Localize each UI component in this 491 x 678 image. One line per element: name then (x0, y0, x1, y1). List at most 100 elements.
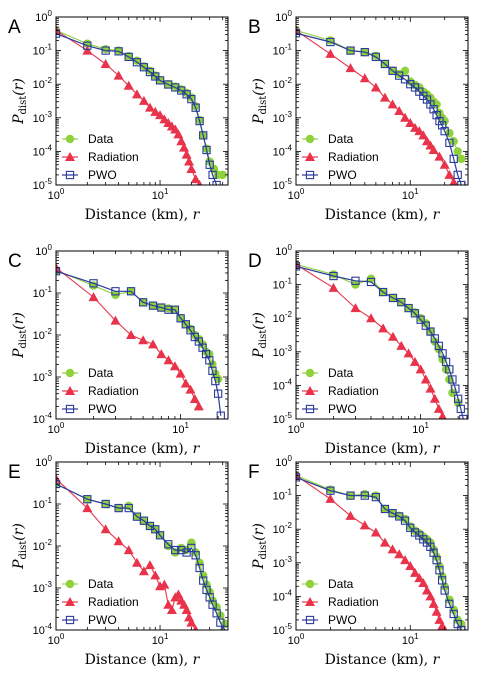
data-point (329, 271, 338, 281)
data-point (101, 46, 110, 55)
legend-label: Radiation (328, 384, 379, 398)
legend-label: Data (328, 577, 354, 591)
y-tick-label: 10-2 (273, 521, 293, 536)
x-tick-label: 100 (48, 421, 65, 436)
legend-label: Radiation (88, 595, 139, 609)
legend-marker (305, 152, 315, 161)
y-tick-label: 10-1 (33, 496, 53, 511)
data-point (123, 545, 134, 555)
x-axis-label: Distance (km), r (85, 207, 201, 223)
y-axis-label: Pdist(r) (251, 523, 269, 570)
series-pwo (296, 29, 466, 185)
data-point (400, 112, 411, 122)
data-point (345, 510, 356, 520)
data-point (445, 365, 454, 374)
data-point (205, 356, 214, 365)
data-point (351, 276, 360, 285)
y-tick-label: 10-1 (33, 285, 53, 300)
data-point (405, 561, 416, 571)
data-point (205, 160, 214, 169)
data-point (400, 75, 410, 84)
data-point (438, 411, 447, 419)
x-tick-label: 101 (402, 632, 419, 647)
data-point (406, 523, 415, 532)
data-point (403, 348, 414, 358)
panel-label: A (8, 17, 21, 38)
data-point (433, 403, 444, 413)
legend-label: PWO (88, 168, 117, 182)
data-point (388, 66, 397, 75)
data-point (126, 330, 137, 339)
plot-frame (295, 461, 469, 631)
data-point (394, 549, 405, 559)
series-radiation (56, 25, 203, 185)
data-point (449, 177, 458, 185)
y-tick-label: 10-3 (33, 369, 53, 384)
data-point (164, 540, 173, 549)
panel-label: F (248, 462, 260, 483)
data-point (428, 145, 439, 155)
legend-marker (65, 134, 75, 144)
series-data (56, 26, 227, 180)
data-point (216, 411, 225, 419)
y-axis-label: Pdist(r) (251, 312, 269, 359)
data-point (410, 528, 420, 537)
legend-marker (65, 597, 75, 606)
data-point (169, 361, 180, 371)
data-point (439, 159, 450, 169)
data-point (177, 545, 186, 555)
y-tick-label: 10-5 (273, 177, 293, 192)
data-point (421, 321, 430, 330)
data-point (418, 130, 429, 140)
legend-label: PWO (88, 613, 117, 627)
y-tick-label: 10-3 (273, 344, 293, 359)
data-point (196, 180, 203, 185)
data-point (360, 491, 369, 500)
legend-marker (65, 152, 75, 161)
data-point (397, 298, 406, 307)
data-point (296, 29, 301, 38)
x-axis-label: Distance (km), r (85, 441, 201, 457)
y-tick-label: 100 (275, 9, 292, 24)
data-point (193, 401, 204, 411)
data-point (448, 375, 457, 384)
data-point (440, 127, 449, 136)
x-axis-label: Distance (km), r (325, 652, 441, 668)
series-pwo (56, 479, 228, 630)
y-tick-label: 10-4 (273, 143, 293, 158)
y-tick-label: 10-5 (33, 177, 53, 192)
plot-frame (55, 16, 229, 186)
legend-marker (305, 615, 315, 625)
x-tick-label: 101 (172, 421, 189, 436)
data-point (148, 301, 158, 310)
data-point (88, 292, 99, 302)
data-point (176, 314, 185, 323)
data-point (434, 151, 445, 161)
series-line (296, 476, 462, 630)
panel-label: E (8, 462, 21, 483)
y-tick-label: 100 (35, 243, 52, 258)
data-point (195, 116, 204, 126)
data-point (296, 473, 301, 482)
data-point (359, 520, 370, 530)
data-point (139, 516, 149, 525)
x-tick-label: 101 (152, 187, 169, 202)
data-point (89, 279, 98, 288)
data-point (380, 504, 390, 514)
data-point (451, 384, 460, 393)
data-point (199, 576, 208, 585)
data-point (371, 492, 381, 502)
data-point (426, 327, 435, 336)
data-point (179, 142, 190, 152)
series-line (296, 29, 462, 160)
data-point (155, 76, 165, 85)
data-point (387, 331, 398, 341)
panel-label: C (8, 251, 22, 272)
data-point (326, 37, 335, 47)
x-tick-label: 100 (288, 632, 305, 647)
data-point (216, 618, 225, 627)
y-axis-label: Pdist(r) (251, 78, 269, 125)
legend-marker (65, 615, 75, 625)
y-tick-label: 10-2 (33, 538, 53, 553)
x-tick-label: 100 (48, 187, 65, 202)
